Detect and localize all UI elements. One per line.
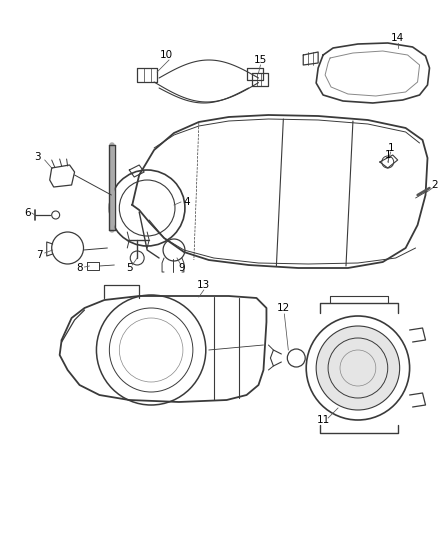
Text: 13: 13 (197, 280, 210, 290)
Text: 2: 2 (431, 180, 438, 190)
Text: 10: 10 (159, 50, 173, 60)
Text: 1: 1 (387, 143, 394, 153)
Text: 1: 1 (385, 150, 391, 160)
Text: 14: 14 (391, 33, 404, 43)
Text: 6: 6 (25, 208, 31, 218)
Text: 5: 5 (126, 263, 133, 273)
Text: 15: 15 (254, 55, 267, 65)
Text: 11: 11 (317, 415, 330, 425)
Ellipse shape (316, 326, 399, 410)
Text: 4: 4 (184, 197, 190, 207)
Text: 7: 7 (36, 250, 43, 260)
Text: 9: 9 (179, 263, 185, 273)
Text: 12: 12 (277, 303, 290, 313)
Text: 3: 3 (35, 152, 41, 162)
Text: 8: 8 (76, 263, 83, 273)
